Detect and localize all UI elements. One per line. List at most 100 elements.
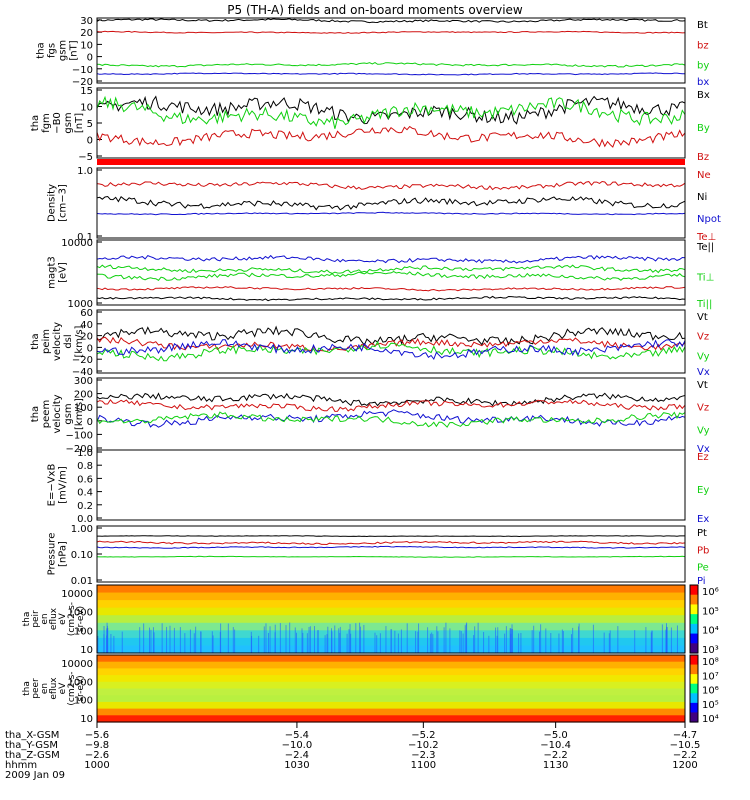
y-axis-label: [nT] [74,113,85,133]
colorbar-frame [689,654,699,723]
legend-entry: Pi [697,576,706,587]
y-axis-label: [nPa] [58,541,69,567]
y-axis-label: eflux [49,607,59,630]
y-axis-label: gsm [58,40,69,61]
colorbar-segment [690,674,698,685]
y-tick-label: −20 [72,355,93,366]
y-tick-label: 100 [74,403,93,414]
chart-title: P5 (TH-A) fields and on-board moments ov… [227,3,523,17]
colorbar-segment [690,585,698,596]
y-tick-label: 10000 [61,589,93,600]
y-axis-label: tha [22,681,32,696]
y-axis-label: fgm [41,113,52,133]
y-tick-label: 0.10 [71,550,93,561]
y-tick-label: 10 [80,40,93,51]
y-axis-label: eflux [49,677,59,700]
series-line-red [96,398,686,412]
y-tick-label: 10 [80,103,93,114]
y-axis-label: velocity [52,394,63,433]
legend-entry: Vy [697,351,710,362]
x-tick-label: −5.4 [285,730,309,741]
colorbar-label: 10⁷ [702,671,719,682]
colorbar-label: 10⁶ [702,587,719,598]
series-line-black [96,195,686,211]
panel-frame-peem [96,377,686,451]
colorbar-segment [690,702,698,714]
y-tick-label: −10 [72,65,93,76]
y-tick-label: 20 [80,28,93,39]
y-tick-label: 0 [87,417,93,428]
y-axis-label: tha [30,406,41,422]
y-axis-label: dsl [63,334,74,348]
series-line-black [96,95,686,125]
spectrogram-band [97,607,685,616]
x-tick-label: −10.4 [540,740,571,751]
legend-entry: Ey [697,485,709,496]
x-tick-label: 1200 [672,760,697,771]
panel-frame-fgs [96,17,686,84]
legend-entry: Bx [697,90,710,101]
spectrogram-band [97,695,685,703]
y-tick-label: 1000 [68,299,93,310]
x-tick-label: −5.6 [85,730,109,741]
spectrogram-band [97,701,685,710]
series-line-red [96,336,686,353]
y-axis-label: sr-eV) [76,606,86,632]
x-tick-label: 1030 [284,760,309,771]
y-axis-label: [mV/m] [58,466,69,504]
y-tick-label: −200 [66,444,93,455]
y-axis-label: eV [58,612,68,625]
legend-entry: Ez [697,452,709,463]
y-tick-label: 20 [80,332,93,343]
legend-entry: bx [697,77,709,88]
y-tick-label: 0.0 [77,514,93,525]
legend-entry: Vt [697,380,708,391]
series-line-green [96,62,686,68]
legend-entry: by [697,61,709,72]
panel-frame-pressure [96,525,686,583]
legend-entry: Vx [697,444,710,455]
y-tick-label: 0.2 [77,501,93,512]
panel-frame-fgm [96,87,686,159]
spectrogram-band [97,615,685,624]
colorbar-segment [690,655,698,666]
y-tick-label: 1000 [68,677,93,688]
x-tick-label: −10.2 [408,740,439,751]
y-axis-label: −B0 [52,112,63,134]
y-tick-label: 1.00 [71,524,93,535]
colorbar-label: 10⁸ [702,657,719,668]
series-line-green [96,340,686,362]
legend-entry: Ni [697,192,707,203]
legend-entry: Vy [697,425,710,436]
mode-bar [97,159,685,165]
spectrogram-band [97,675,685,683]
y-axis-label: (cm2-s- [67,602,77,636]
legend-entry: Ne [697,170,711,181]
colorbar-segment [690,604,698,615]
y-tick-label: 100 [74,696,93,707]
y-axis-label: gsm [63,403,74,424]
legend-entry: Vz [697,403,709,414]
x-tick-label: −9.8 [85,740,109,751]
spectrogram-band [97,600,685,609]
series-line-red [96,180,686,191]
y-axis-label: fgs [47,43,58,58]
x-tick-label: −2.2 [543,750,567,761]
y-axis-label: en [40,613,50,624]
colorbar-label: 10⁵ [702,700,719,711]
y-tick-label: −100 [66,430,93,441]
colorbar-segment [690,712,698,723]
panel-frame-density [96,167,686,239]
y-axis-label: (cm2-s- [67,671,77,705]
y-tick-label: 30 [80,16,93,27]
series-line-red [96,540,686,546]
legend-entry: Ex [697,514,709,525]
y-tick-label: 1.0 [77,448,93,459]
x-axis-row-label: 2009 Jan 09 [5,770,65,781]
y-tick-label: 1.0 [77,166,93,177]
series-line-red [96,30,686,34]
y-tick-label: −20 [72,77,93,88]
series-line-blue [96,211,686,216]
y-axis-label: [km/s] [74,398,85,430]
